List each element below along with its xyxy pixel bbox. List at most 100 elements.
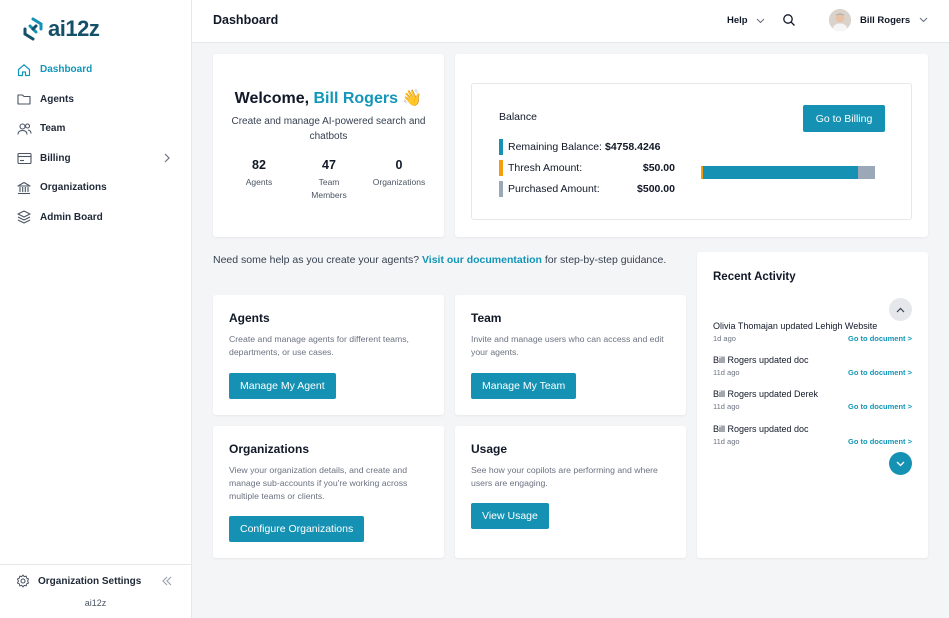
documentation-link[interactable]: Visit our documentation xyxy=(421,254,542,266)
avatar xyxy=(829,9,851,31)
sidebar-item-admin-board[interactable]: Admin Board xyxy=(0,203,191,233)
users-icon xyxy=(16,121,32,137)
welcome-heading: Welcome, Bill Rogers 👋 xyxy=(213,88,444,108)
sidebar-item-billing[interactable]: Billing xyxy=(0,144,191,174)
go-to-document-link[interactable]: Go to document > xyxy=(848,334,912,343)
scroll-up-button[interactable] xyxy=(889,298,912,321)
card-title: Agents xyxy=(229,311,270,325)
activity-text: Bill Rogers updated doc xyxy=(713,424,809,434)
row-label: Thresh Amount: xyxy=(508,162,583,174)
activity-text: Bill Rogers updated doc xyxy=(713,355,809,365)
chevron-down-icon xyxy=(756,18,764,23)
card-title: Organizations xyxy=(229,442,310,456)
chevron-up-icon xyxy=(896,307,905,312)
sidebar-item-label: Dashboard xyxy=(40,64,93,76)
sidebar-item-organizations[interactable]: Organizations xyxy=(0,173,191,203)
activity-text: Olivia Thomajan updated Lehigh Website xyxy=(713,321,878,331)
recent-activity-title: Recent Activity xyxy=(713,271,796,283)
organization-settings-button[interactable]: Organization Settings xyxy=(16,574,141,588)
purchased-amount-row: Purchased Amount: $500.00 xyxy=(499,181,675,197)
user-menu[interactable]: Bill Rogers xyxy=(829,9,928,31)
logo-mark-icon xyxy=(23,17,43,41)
welcome-card: Welcome, Bill Rogers 👋 Create and manage… xyxy=(213,54,444,237)
row-value: $500.00 xyxy=(637,183,675,195)
activity-text: Bill Rogers updated Derek xyxy=(713,389,819,399)
view-usage-button[interactable]: View Usage xyxy=(471,503,549,529)
go-to-document-link[interactable]: Go to document > xyxy=(848,402,912,411)
card-description: Invite and manage users who can access a… xyxy=(471,334,664,357)
team-card: Team Invite and manage users who can acc… xyxy=(455,295,686,415)
organizations-card: Organizations View your organization det… xyxy=(213,426,444,558)
activity-time: 1d ago xyxy=(713,334,736,343)
chevron-right-icon xyxy=(163,153,171,166)
card-description: Create and manage agents for different t… xyxy=(229,334,409,357)
balance-card: Balance Go to Billing Remaining Balance:… xyxy=(455,54,928,237)
configure-organizations-button[interactable]: Configure Organizations xyxy=(229,516,365,542)
organization-settings-label: Organization Settings xyxy=(38,575,142,587)
activity-item: Bill Rogers updated Derek 11d ago Go to … xyxy=(713,389,912,413)
activity-item: Bill Rogers updated doc 11d ago Go to do… xyxy=(713,355,912,379)
sidebar-item-label: Organizations xyxy=(40,182,107,194)
sidebar-item-label: Agents xyxy=(40,93,74,105)
activity-time: 11d ago xyxy=(713,368,740,377)
billing-icon xyxy=(16,150,32,166)
help-label: Help xyxy=(727,15,748,26)
collapse-sidebar-icon[interactable] xyxy=(161,574,173,592)
manage-my-agent-button[interactable]: Manage My Agent xyxy=(229,373,336,399)
activity-time: 11d ago xyxy=(713,437,740,446)
sidebar: ai12z Dashboard Agents Team Billing xyxy=(0,0,192,618)
agents-card: Agents Create and manage agents for diff… xyxy=(213,295,444,415)
activity-time: 11d ago xyxy=(713,402,740,411)
stat-team-members: 47 Team Members xyxy=(294,158,364,202)
sidebar-item-label: Admin Board xyxy=(40,211,103,223)
manage-my-team-button[interactable]: Manage My Team xyxy=(471,373,577,399)
go-to-document-link[interactable]: Go to document > xyxy=(848,437,912,446)
remaining-balance-row: Remaining Balance: $4758.4246 xyxy=(499,139,675,155)
help-suffix: for step-by-step guidance. xyxy=(544,254,667,266)
page-title: Dashboard xyxy=(213,13,279,27)
legend-swatch xyxy=(499,139,503,155)
gear-icon xyxy=(16,574,30,588)
balance-title: Balance xyxy=(499,111,537,123)
balance-panel: Balance Go to Billing Remaining Balance:… xyxy=(471,83,912,220)
activity-item: Bill Rogers updated doc 11d ago Go to do… xyxy=(713,424,912,448)
brand-logo[interactable]: ai12z xyxy=(21,16,100,42)
row-value: $50.00 xyxy=(642,162,675,174)
help-prefix: Need some help as you create your agents… xyxy=(213,254,420,266)
wave-icon: 👋 xyxy=(402,90,423,107)
search-icon[interactable] xyxy=(782,13,796,32)
welcome-subtitle: Create and manage AI-powered search and … xyxy=(231,116,426,142)
go-to-document-link[interactable]: Go to document > xyxy=(848,368,912,377)
sidebar-item-dashboard[interactable]: Dashboard xyxy=(0,55,191,85)
stat-label: Agents xyxy=(245,177,273,187)
legend-swatch xyxy=(499,181,503,197)
chevron-down-icon xyxy=(919,17,928,23)
help-text: Need some help as you create your agents… xyxy=(213,252,683,268)
sidebar-footer: Organization Settings ai12z xyxy=(0,564,191,618)
activity-item: Olivia Thomajan updated Lehigh Website 1… xyxy=(713,321,912,345)
top-header: Dashboard Help Bill Rogers xyxy=(192,0,949,43)
remaining-fill xyxy=(703,166,858,179)
stat-organizations: 0 Organizations xyxy=(364,158,434,189)
help-dropdown[interactable]: Help xyxy=(727,15,765,26)
sidebar-item-label: Team xyxy=(40,123,66,135)
recent-activity-card: Recent Activity Olivia Thomajan updated … xyxy=(697,252,928,558)
scroll-down-button[interactable] xyxy=(889,452,912,475)
brand-name: ai12z xyxy=(48,16,100,41)
threshold-marker xyxy=(701,166,703,179)
folder-icon xyxy=(16,91,32,107)
stat-label: Team Members xyxy=(311,177,347,200)
stat-value: 47 xyxy=(322,158,336,172)
balance-progress-bar xyxy=(701,166,875,179)
footer-brand: ai12z xyxy=(84,598,107,608)
welcome-user-name: Bill Rogers xyxy=(313,90,398,107)
row-value: $4758.4246 xyxy=(604,141,661,153)
row-label: Remaining Balance: xyxy=(508,141,602,153)
usage-card: Usage See how your copilots are performi… xyxy=(455,426,686,558)
sidebar-item-agents[interactable]: Agents xyxy=(0,85,191,115)
go-to-billing-button[interactable]: Go to Billing xyxy=(803,105,885,132)
stat-value: 0 xyxy=(395,158,403,172)
legend-swatch xyxy=(499,160,503,176)
sidebar-item-team[interactable]: Team xyxy=(0,114,191,144)
stat-agents: 82 Agents xyxy=(224,158,294,189)
